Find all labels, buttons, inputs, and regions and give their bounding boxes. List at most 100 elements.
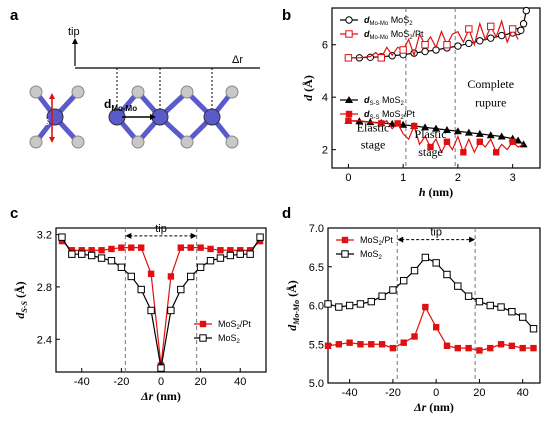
legend-label: dMo-Mo MoS2/Pt — [364, 29, 424, 41]
legend-material: MoS — [382, 95, 401, 105]
data-point — [206, 257, 215, 265]
annotation-elastic-stage: stage — [361, 137, 386, 151]
data-point — [107, 257, 116, 265]
data-point — [157, 364, 165, 372]
data-point — [345, 96, 353, 103]
legend-label: MoS2 — [360, 249, 383, 261]
x-tick-label: -20 — [113, 376, 129, 388]
legend-suffix: /Pt — [240, 319, 252, 329]
data-point — [378, 120, 385, 127]
s-atom — [131, 135, 145, 149]
data-point — [421, 47, 429, 56]
data-point — [508, 342, 516, 349]
data-point — [346, 339, 353, 346]
data-point — [487, 34, 495, 42]
legend-sub: 2 — [237, 339, 241, 345]
data-point — [454, 42, 462, 50]
data-point — [508, 308, 516, 316]
mos2-lattice — [29, 85, 239, 149]
data-point — [378, 292, 386, 300]
data-point — [443, 138, 451, 145]
y-axis-label: dMo-Mo (Å) — [285, 280, 301, 331]
x-tick-label: 1 — [400, 172, 406, 184]
legend-var: d — [364, 15, 370, 25]
data-point — [227, 247, 234, 254]
data-point — [465, 344, 472, 352]
data-point — [497, 303, 505, 311]
data-point — [399, 46, 407, 54]
s-atom — [180, 85, 194, 99]
data-point — [137, 285, 145, 294]
y-tick-label: 5.0 — [309, 378, 324, 390]
data-point — [518, 313, 527, 321]
data-point — [443, 270, 451, 279]
x-axis-label-unit: (nm) — [153, 389, 181, 403]
data-point — [187, 244, 194, 251]
x-axis-label: h (nm) — [419, 185, 453, 199]
dmo-label-d: d — [104, 97, 111, 111]
legend-suffix: /Pt — [404, 109, 416, 119]
annotation-rupure: rupure — [475, 95, 506, 109]
panel-letter-b: b — [282, 7, 291, 24]
dss-label-sub: S-S — [36, 118, 50, 127]
data-point — [475, 129, 484, 137]
data-point — [522, 6, 531, 15]
x-axis-label-var: Δr — [413, 400, 427, 414]
x-axis-label-var: Δr — [140, 389, 154, 403]
data-point — [88, 247, 95, 254]
plot-frame — [55, 227, 267, 373]
dr-label: Δr — [232, 54, 243, 66]
data-point — [324, 342, 332, 349]
legend-material: MoS — [391, 15, 410, 25]
data-point — [421, 41, 429, 49]
data-point — [199, 320, 207, 328]
tip-label: tip — [430, 227, 442, 239]
tip-label: tip — [68, 26, 80, 38]
structure-diagram: tip Δr dS-S dMo-Mo — [28, 26, 260, 149]
data-point — [487, 344, 494, 352]
legend-sub2: 2 — [401, 115, 405, 121]
data-point — [137, 244, 145, 251]
data-point — [78, 247, 85, 254]
data-point — [147, 306, 155, 315]
legend-var: d — [364, 95, 370, 105]
data-point — [497, 132, 506, 140]
dss-arrowhead-top — [49, 93, 55, 99]
data-point — [422, 303, 429, 311]
data-point — [394, 120, 401, 127]
x-axis-label: Δr (nm) — [140, 389, 181, 403]
data-point — [530, 344, 537, 352]
plot-frame — [331, 7, 541, 169]
s-atom — [225, 135, 239, 149]
data-point — [207, 245, 214, 253]
data-point — [465, 39, 473, 48]
data-point — [335, 303, 343, 311]
data-point — [177, 244, 185, 251]
annotation-plastic-stage: stage — [418, 145, 443, 159]
dss-label: dS-S — [28, 110, 50, 127]
data-point — [493, 149, 500, 156]
data-point — [509, 138, 516, 145]
tip-arrowhead-left — [125, 232, 132, 239]
x-tick-label: 3 — [510, 172, 516, 184]
y-tick-label: 6.5 — [309, 262, 324, 274]
data-point — [410, 266, 419, 275]
data-point — [237, 247, 244, 254]
legend-label: dS-S MoS2 — [364, 95, 405, 107]
legend-sub: 2 — [379, 255, 383, 261]
y-tick-label: 6.0 — [309, 301, 324, 313]
legend-sub: Mo-Mo — [370, 35, 389, 41]
tip-label: tip — [155, 223, 167, 235]
data-point — [236, 250, 244, 258]
data-point — [453, 127, 462, 135]
legend-sub: 2 — [237, 325, 241, 331]
dmo-label: dMo-Mo — [104, 97, 137, 113]
data-point — [486, 131, 495, 139]
data-point — [345, 110, 353, 118]
data-point — [68, 247, 76, 254]
data-point — [147, 270, 155, 278]
legend-material: MoS — [218, 319, 237, 329]
data-point — [465, 25, 473, 33]
data-point — [167, 306, 175, 315]
